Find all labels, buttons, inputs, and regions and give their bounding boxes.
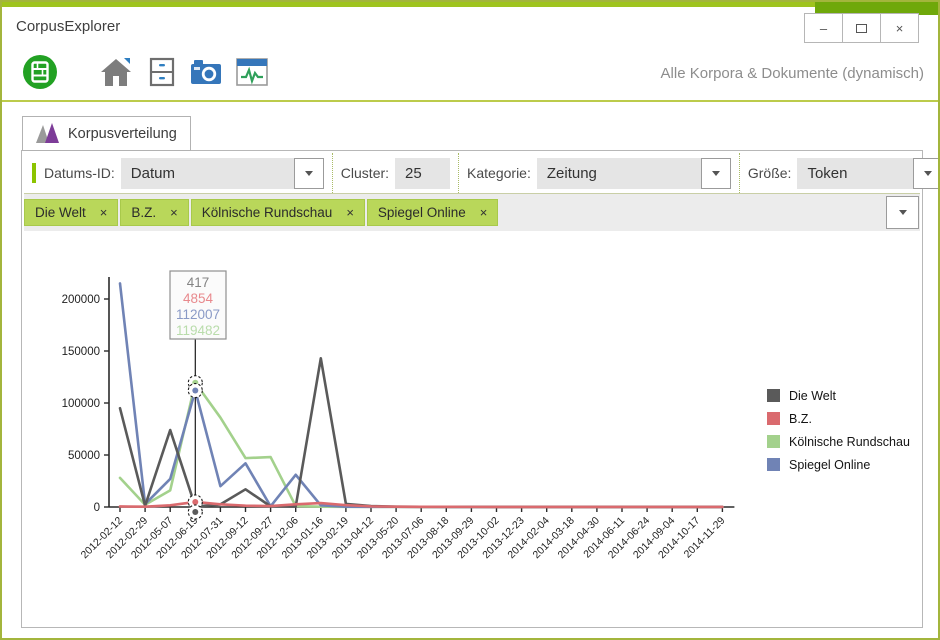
home-icon xyxy=(101,58,131,86)
minimize-icon: – xyxy=(819,20,828,36)
minimize-button[interactable]: – xyxy=(804,13,843,43)
chart-legend: Die Welt B.Z. Kölnische Rundschau Spiegel O… xyxy=(767,389,910,472)
filter-group-cluster: Cluster: 25 xyxy=(331,153,458,193)
remove-chip-icon[interactable]: × xyxy=(346,205,354,220)
close-button[interactable]: × xyxy=(880,13,919,43)
corpus-scope-label: Alle Korpora & Dokumente (dynamisch) xyxy=(660,65,924,82)
archive-icon xyxy=(149,57,175,87)
filter-bar: Datums-ID: Datum Cluster: 25 Kategorie: … xyxy=(24,153,938,194)
tab-korpusverteilung[interactable]: Korpusverteilung xyxy=(22,116,191,151)
camera-button[interactable] xyxy=(188,54,224,90)
library-button[interactable] xyxy=(22,54,58,90)
datum-dropdown-button[interactable] xyxy=(293,157,324,189)
legend-swatch xyxy=(767,458,780,471)
window-controls: – × xyxy=(804,13,919,43)
chip-koelnische-rundschau[interactable]: Kölnische Rundschau × xyxy=(190,199,365,226)
y-axis-tick-label: 100000 xyxy=(62,398,100,410)
maximize-button[interactable] xyxy=(842,13,881,43)
tooltip-value: 119482 xyxy=(176,323,220,338)
series-line-die-welt xyxy=(118,356,724,509)
legend-swatch xyxy=(767,412,780,425)
close-icon: × xyxy=(895,20,904,36)
window-title: CorpusExplorer xyxy=(16,18,121,35)
chip-label: Spiegel Online xyxy=(377,205,466,220)
main-toolbar: Alle Korpora & Dokumente (dynamisch) xyxy=(2,47,938,102)
accent-bar xyxy=(32,163,36,183)
chip-label: Die Welt xyxy=(35,205,86,220)
home-button[interactable] xyxy=(98,54,134,90)
remove-chip-icon[interactable]: × xyxy=(99,205,108,220)
tooltip-value: 417 xyxy=(187,275,210,290)
series-line-b-z- xyxy=(118,500,724,509)
distribution-icon xyxy=(36,123,59,143)
remove-chip-icon[interactable]: × xyxy=(170,205,178,220)
datum-value: Datum xyxy=(120,157,295,189)
title-bar: CorpusExplorer – × xyxy=(2,2,938,47)
add-corpus-dropdown-button[interactable] xyxy=(886,196,919,229)
corpus-distribution-chart: 0500001000001500002000002012-02-122012-0… xyxy=(62,270,910,561)
legend-label: Kölnische Rundschau xyxy=(789,435,910,449)
datum-label: Datums-ID: xyxy=(44,165,115,181)
chevron-down-icon xyxy=(898,210,907,215)
chip-bz[interactable]: B.Z. × xyxy=(120,199,189,226)
tooltip-value: 112007 xyxy=(176,307,220,322)
kategorie-value: Zeitung xyxy=(536,157,702,189)
corpus-chip-row: Die Welt × B.Z. × Kölnische Rundschau × … xyxy=(24,194,920,231)
tooltip-marker-dot xyxy=(192,387,199,394)
remove-chip-icon[interactable]: × xyxy=(479,205,488,220)
chevron-down-icon xyxy=(924,170,933,176)
tooltip-marker-dot xyxy=(192,509,199,515)
archive-button[interactable] xyxy=(144,54,180,90)
kategorie-dropdown-button[interactable] xyxy=(700,157,731,189)
chevron-down-icon xyxy=(304,170,313,176)
camera-icon xyxy=(191,60,221,84)
chip-label: Kölnische Rundschau xyxy=(201,205,333,220)
y-axis-tick-label: 0 xyxy=(94,502,100,514)
chip-label: B.Z. xyxy=(131,205,157,220)
groesse-value: Token xyxy=(797,157,915,189)
content-panel: Datums-ID: Datum Cluster: 25 Kategorie: … xyxy=(21,150,938,628)
filter-group-kategorie: Kategorie: Zeitung xyxy=(458,153,739,193)
chip-spiegel-online[interactable]: Spiegel Online × xyxy=(366,199,499,226)
y-axis-tick-label: 200000 xyxy=(62,294,100,306)
y-axis-tick-label: 150000 xyxy=(62,346,100,358)
legend-label: Die Welt xyxy=(789,389,837,403)
groesse-dropdown[interactable]: Token xyxy=(797,157,938,189)
filter-group-datum: Datums-ID: Datum xyxy=(24,153,332,193)
tooltip-marker-dot xyxy=(192,498,199,505)
cluster-input[interactable]: 25 xyxy=(395,157,451,189)
cluster-label: Cluster: xyxy=(340,165,390,181)
title-accent-block xyxy=(815,2,938,15)
chevron-down-icon xyxy=(711,170,720,176)
tooltip-box xyxy=(169,270,227,340)
tab-label: Korpusverteilung xyxy=(68,125,177,142)
y-axis-tick-label: 50000 xyxy=(68,450,100,462)
kategorie-label: Kategorie: xyxy=(467,165,531,181)
legend-swatch xyxy=(767,435,780,448)
groesse-dropdown-button[interactable] xyxy=(913,157,938,189)
legend-label: Spiegel Online xyxy=(789,458,870,472)
activity-button[interactable] xyxy=(234,54,270,90)
title-accent-strip xyxy=(2,2,938,7)
filter-group-groesse: Größe: Token xyxy=(738,153,938,193)
tooltip-value: 4854 xyxy=(183,291,214,306)
chip-die-welt[interactable]: Die Welt × xyxy=(24,199,119,226)
datum-dropdown[interactable]: Datum xyxy=(120,157,324,189)
maximize-icon xyxy=(856,23,867,33)
kategorie-dropdown[interactable]: Zeitung xyxy=(536,157,731,189)
groesse-label: Größe: xyxy=(747,165,792,181)
legend-swatch xyxy=(767,389,780,402)
activity-icon xyxy=(236,58,268,86)
library-icon xyxy=(23,55,57,89)
chart-axes: 0500001000001500002000002012-02-122012-0… xyxy=(62,277,735,561)
legend-label: B.Z. xyxy=(789,412,812,426)
